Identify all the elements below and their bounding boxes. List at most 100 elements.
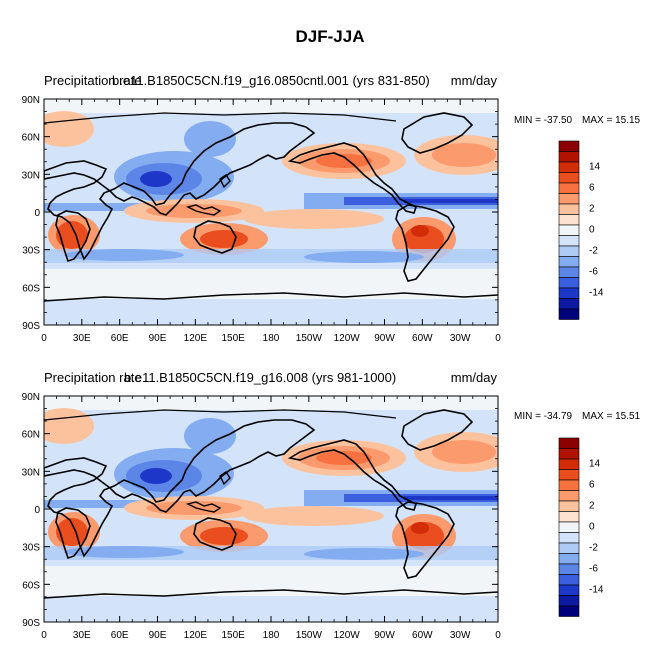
colorbar-segment: [558, 553, 580, 565]
colorbar-segment: [558, 308, 580, 320]
y-tick-label: 30N: [22, 467, 40, 478]
y-tick-label: 90S: [22, 321, 40, 332]
x-tick-label: 0: [41, 333, 47, 344]
colorbar-segment: [558, 458, 580, 470]
colorbar-label: 14: [589, 458, 601, 469]
colorbar-segment: [558, 277, 580, 289]
x-tick-label: 150W: [296, 333, 323, 344]
panel-2-max: MAX = 15.51: [582, 411, 641, 422]
colorbar-segment: [558, 595, 580, 607]
panel-1-max: MAX = 15.15: [582, 115, 641, 126]
colorbar-label: 6: [589, 479, 595, 490]
x-tick-label: 120W: [334, 333, 361, 344]
colorbar-segment: [558, 574, 580, 586]
y-tick-label: 90S: [22, 618, 40, 629]
panel-2-min: MIN = -34.79: [514, 411, 573, 422]
y-tick-label: 60S: [22, 283, 40, 294]
colorbar-segment: [558, 224, 580, 236]
y-tick-label: 30N: [22, 170, 40, 181]
x-tick-label: 180: [263, 630, 280, 641]
colorbar-segment: [558, 193, 580, 205]
x-tick-label: 0: [41, 630, 47, 641]
panel-1-case: b.e11.B1850C5CN.f19_g16.0850cntl.001 (yr…: [112, 73, 430, 88]
colorbar-label: -6: [589, 266, 598, 277]
y-tick-label: 60N: [22, 133, 40, 144]
panel-2-case: b.e11.B1850C5CN.f19_g16.008 (yrs 981-100…: [124, 370, 396, 385]
x-tick-label: 60W: [412, 333, 433, 344]
panel-1-map: [44, 99, 498, 325]
x-tick-label: 60E: [111, 333, 129, 344]
y-tick-label: 90N: [22, 392, 40, 403]
colorbar-segment: [558, 256, 580, 268]
colorbar-segment: [558, 245, 580, 257]
colorbar-segment: [558, 214, 580, 226]
colorbar-label: 0: [589, 521, 595, 532]
colorbar-segment: [558, 140, 580, 152]
panel-2: Precipitation rate b.e11.B1850C5CN.f19_g…: [22, 370, 641, 641]
panel-2-axes: 0 30E 60E 90E 120E 150E 180 150W 120W 90W 60W 30W 09…: [22, 392, 502, 641]
colorbar-segment: [558, 584, 580, 596]
x-tick-label: 30W: [450, 630, 471, 641]
y-tick-label: 30S: [22, 543, 40, 554]
colorbar-segment: [558, 563, 580, 575]
colorbar-label: 2: [589, 500, 595, 511]
colorbar-segment: [558, 298, 580, 310]
panel-1-colorbar: 14 6 2 0 -2 -6 -14: [558, 140, 604, 320]
colorbar-label: 0: [589, 224, 595, 235]
colorbar-segment: [558, 521, 580, 533]
panel-1: Precipitation rate b.e11.B1850C5CN.f19_g…: [22, 73, 641, 344]
x-tick-label: 120W: [334, 630, 361, 641]
x-tick-label: 60E: [111, 630, 129, 641]
x-tick-label: 30E: [73, 630, 91, 641]
x-tick-label: 120E: [184, 630, 208, 641]
panel-2-map: [44, 396, 498, 622]
colorbar-label: -14: [589, 287, 604, 298]
x-tick-label: 30W: [450, 333, 471, 344]
panel-1-min: MIN = -37.50: [514, 115, 573, 126]
y-tick-label: 0: [34, 208, 40, 219]
y-tick-label: 30S: [22, 246, 40, 257]
y-tick-label: 90N: [22, 95, 40, 106]
panel-1-variable: Precipitation rate: [44, 73, 142, 88]
colorbar-label: 14: [589, 161, 601, 172]
colorbar-segment: [558, 469, 580, 481]
x-tick-label: 90E: [149, 333, 167, 344]
x-tick-label: 90W: [374, 333, 395, 344]
colorbar-segment: [558, 532, 580, 544]
colorbar-segment: [558, 479, 580, 491]
x-tick-label: 30E: [73, 333, 91, 344]
colorbar-segment: [558, 266, 580, 278]
colorbar-segment: [558, 448, 580, 460]
x-tick-label: 60W: [412, 630, 433, 641]
colorbar-label: 2: [589, 203, 595, 214]
colorbar-label: -14: [589, 584, 604, 595]
colorbar-segment: [558, 542, 580, 554]
x-tick-label: 150W: [296, 630, 323, 641]
x-tick-label: 150E: [221, 630, 245, 641]
colorbar-segment: [558, 287, 580, 299]
x-tick-label: 90E: [149, 630, 167, 641]
colorbar-segment: [558, 490, 580, 502]
panel-2-units: mm/day: [451, 370, 498, 385]
x-tick-label: 150E: [221, 333, 245, 344]
colorbar-segment: [558, 500, 580, 512]
panel-1-axes: 0 30E 60E 90E 120E 150E 180 150W 120W 90W 60W 30W 09…: [22, 95, 502, 344]
x-tick-label: 0: [495, 333, 501, 344]
y-tick-label: 0: [34, 505, 40, 516]
colorbar-label: -2: [589, 245, 598, 256]
colorbar-segment: [558, 151, 580, 163]
colorbar-segment: [558, 172, 580, 184]
panel-2-variable: Precipitation rate: [44, 370, 142, 385]
colorbar-segment: [558, 437, 580, 449]
y-tick-label: 60S: [22, 580, 40, 591]
panel-2-colorbar: 14 6 2 0 -2 -6 -14: [558, 437, 604, 617]
colorbar-label: 6: [589, 182, 595, 193]
x-tick-label: 120E: [184, 333, 208, 344]
y-tick-label: 60N: [22, 430, 40, 441]
x-tick-label: 90W: [374, 630, 395, 641]
colorbar-segment: [558, 605, 580, 617]
figure-title: DJF-JJA: [296, 27, 365, 46]
colorbar-segment: [558, 511, 580, 523]
colorbar-segment: [558, 235, 580, 247]
